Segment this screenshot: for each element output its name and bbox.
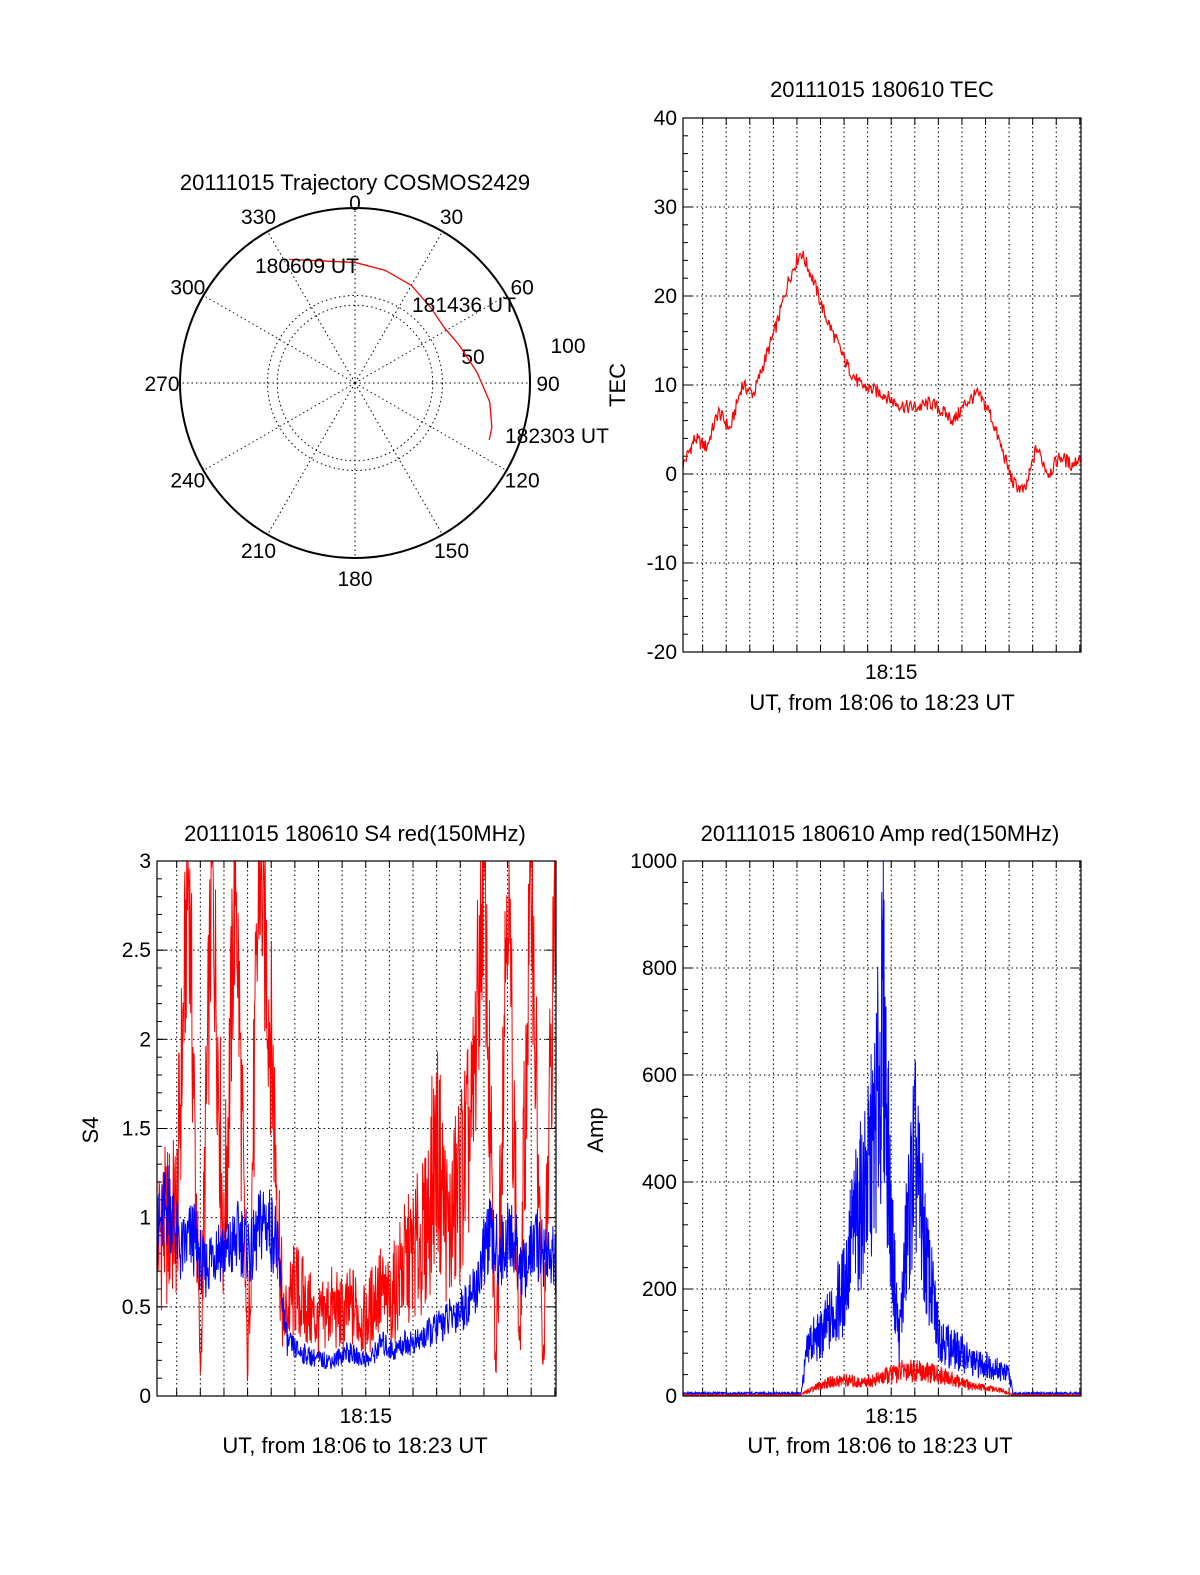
y-tick-label: 0 bbox=[665, 1385, 677, 1408]
tec-plot: 20111015 180610 TEC TEC UT, from 18:06 t… bbox=[605, 77, 1082, 715]
amp-plot: 20111015 180610 Amp red(150MHz) Amp UT, … bbox=[583, 821, 1082, 1458]
y-tick-label: 1.5 bbox=[122, 1118, 151, 1141]
azimuth-label: 90 bbox=[536, 373, 559, 396]
azimuth-label: 180 bbox=[337, 568, 372, 591]
amp-ylabel: Amp bbox=[583, 1107, 608, 1152]
y-tick-label: 0.5 bbox=[122, 1296, 151, 1319]
plot-frame bbox=[156, 860, 557, 1397]
s4-ylabel: S4 bbox=[78, 1117, 103, 1144]
s4-title: 20111015 180610 S4 red(150MHz) bbox=[184, 821, 526, 846]
series-line bbox=[682, 1359, 1082, 1397]
y-tick-label: 600 bbox=[642, 1064, 677, 1087]
radial-label: 100 bbox=[550, 335, 585, 358]
plot-frame bbox=[682, 860, 1082, 1397]
s4-plot: 20111015 180610 S4 red(150MHz) S4 UT, fr… bbox=[78, 821, 557, 1458]
x-tick-label: 18:15 bbox=[865, 661, 918, 684]
tec-title: 20111015 180610 TEC bbox=[770, 77, 994, 102]
azimuth-label: 30 bbox=[440, 206, 463, 229]
amp-xlabel: UT, from 18:06 to 18:23 UT bbox=[747, 1433, 1012, 1458]
azimuth-label: 120 bbox=[505, 470, 540, 493]
y-tick-label: 2 bbox=[139, 1028, 151, 1051]
series-line bbox=[156, 1165, 557, 1370]
y-tick-label: -10 bbox=[647, 552, 677, 575]
y-tick-label: 0 bbox=[665, 463, 677, 486]
azimuth-label: 0 bbox=[349, 192, 361, 215]
trajectory-line bbox=[289, 258, 493, 441]
series-line bbox=[156, 860, 557, 1382]
y-tick-label: 30 bbox=[654, 196, 677, 219]
y-tick-label: 200 bbox=[642, 1278, 677, 1301]
trajectory-annotation: 180609 UT bbox=[255, 255, 359, 278]
azimuth-label: 240 bbox=[170, 470, 205, 493]
y-tick-label: 10 bbox=[654, 374, 677, 397]
y-tick-label: 2.5 bbox=[122, 939, 151, 962]
azimuth-label: 150 bbox=[434, 540, 469, 563]
azimuth-label: 330 bbox=[241, 206, 276, 229]
y-tick-label: 40 bbox=[654, 107, 677, 130]
y-tick-label: 20 bbox=[654, 285, 677, 308]
y-tick-label: -20 bbox=[647, 641, 677, 664]
azimuth-label: 60 bbox=[510, 277, 533, 300]
y-tick-label: 800 bbox=[642, 957, 677, 980]
y-tick-label: 1000 bbox=[630, 850, 677, 873]
y-tick-label: 1 bbox=[139, 1207, 151, 1230]
series-line bbox=[682, 250, 1082, 493]
azimuth-label: 300 bbox=[170, 277, 205, 300]
tec-ylabel: TEC bbox=[605, 363, 630, 407]
y-tick-label: 0 bbox=[139, 1385, 151, 1408]
radial-label: 50 bbox=[461, 346, 484, 369]
amp-title: 20111015 180610 Amp red(150MHz) bbox=[701, 821, 1060, 846]
y-tick-label: 3 bbox=[139, 850, 151, 873]
y-tick-label: 400 bbox=[642, 1171, 677, 1194]
series-line bbox=[682, 860, 1082, 1397]
plot-frame bbox=[682, 117, 1082, 653]
trajectory-title: 20111015 Trajectory COSMOS2429 bbox=[180, 170, 530, 195]
trajectory-polar-plot: 20111015 Trajectory COSMOS2429 0 30 60 90 12… bbox=[144, 170, 609, 591]
s4-xlabel: UT, from 18:06 to 18:23 UT bbox=[222, 1433, 487, 1458]
x-tick-label: 18:15 bbox=[339, 1405, 392, 1428]
trajectory-annotation: 181436 UT bbox=[412, 294, 516, 317]
x-tick-label: 18:15 bbox=[865, 1405, 918, 1428]
horizon-circle bbox=[179, 207, 531, 559]
elevation-ring bbox=[267, 295, 443, 471]
tec-xlabel: UT, from 18:06 to 18:23 UT bbox=[749, 690, 1014, 715]
azimuth-label: 270 bbox=[144, 373, 179, 396]
trajectory-annotation: 182303 UT bbox=[505, 425, 609, 448]
azimuth-label: 210 bbox=[241, 540, 276, 563]
